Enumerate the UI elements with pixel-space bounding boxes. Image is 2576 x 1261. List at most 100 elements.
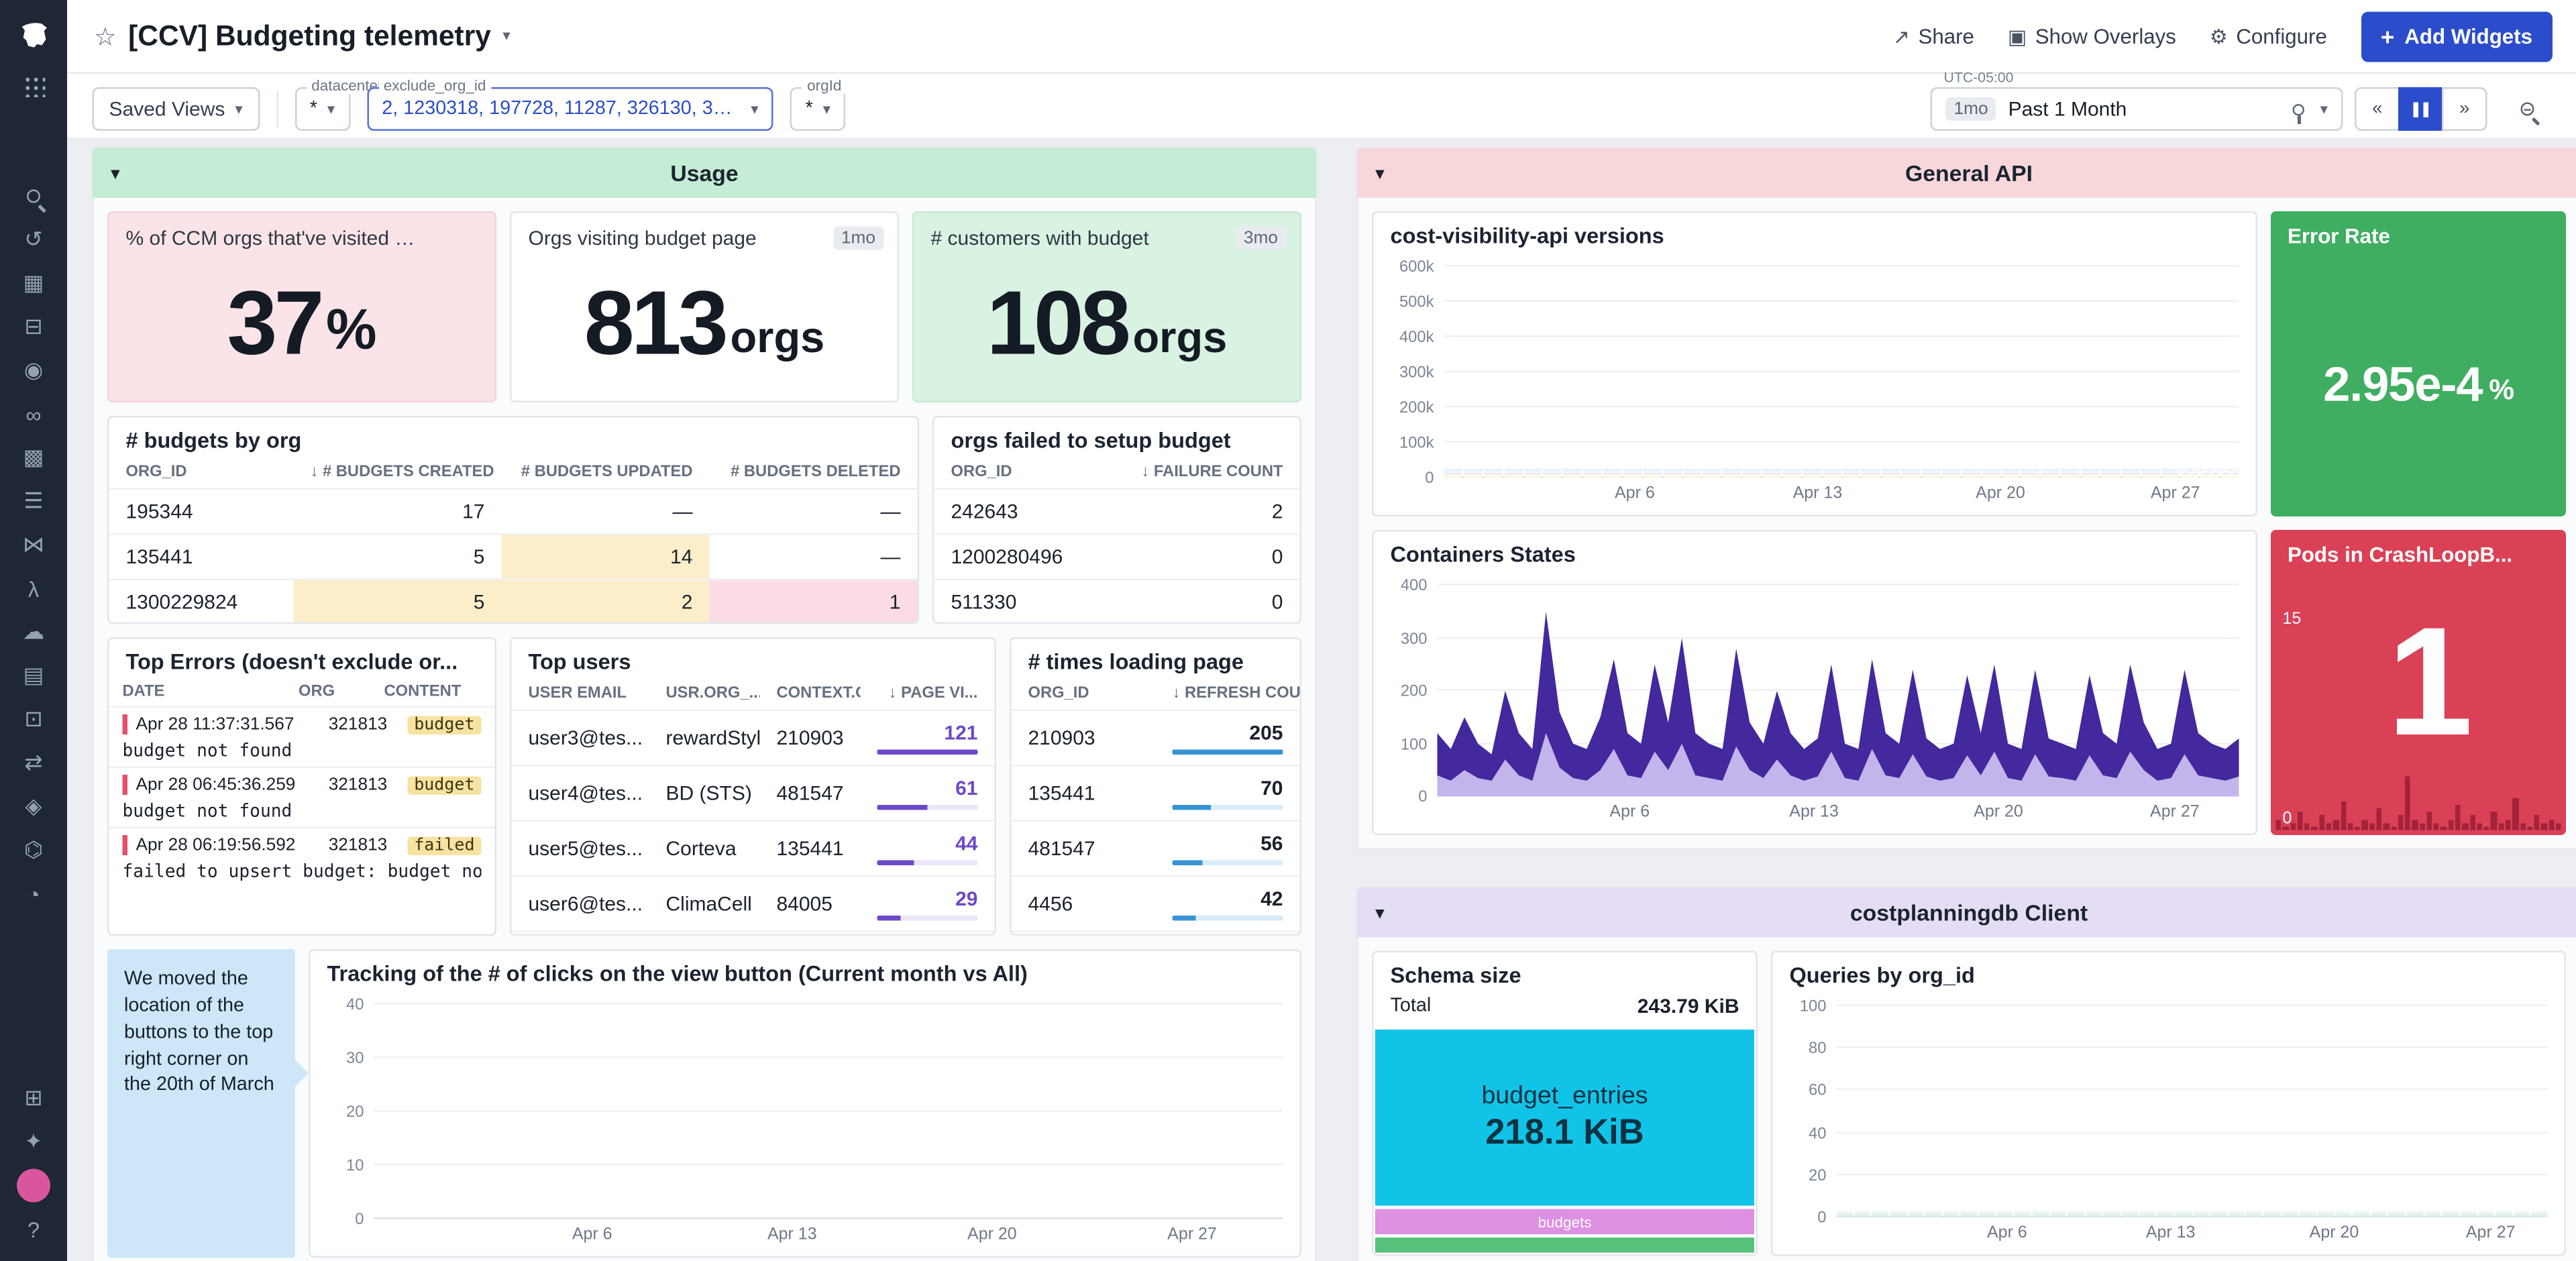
- bar[interactable]: [1603, 468, 1622, 478]
- bar[interactable]: [1762, 468, 1781, 478]
- bar[interactable]: [2061, 468, 2080, 478]
- table-row[interactable]: 4456 42: [1011, 875, 1300, 932]
- widget-ccm-orgs-visited[interactable]: % of CCM orgs that've visited b... 37%: [107, 211, 496, 402]
- time-forward-button[interactable]: »: [2442, 87, 2487, 131]
- bar[interactable]: [2406, 1209, 2423, 1217]
- bar[interactable]: [2477, 1209, 2494, 1217]
- column-header[interactable]: USR.ORG_...: [665, 684, 760, 703]
- bar[interactable]: [2121, 1209, 2138, 1217]
- bar[interactable]: [2175, 1209, 2192, 1217]
- bar[interactable]: [2335, 1209, 2352, 1217]
- group-general-api-header[interactable]: ▾ General API: [1356, 148, 2576, 198]
- widget-pods-crashloop[interactable]: Pods in CrashLoopB... 15 1 0: [2271, 530, 2566, 835]
- bar[interactable]: [2442, 1209, 2459, 1217]
- bar[interactable]: [2121, 468, 2140, 478]
- bar[interactable]: [1464, 468, 1483, 478]
- apm-icon[interactable]: ∞: [25, 401, 42, 427]
- bar[interactable]: [2081, 468, 2100, 478]
- bar[interactable]: [1543, 468, 1562, 478]
- bar[interactable]: [2388, 1209, 2405, 1217]
- bar[interactable]: [1854, 1209, 1871, 1217]
- bar[interactable]: [1503, 468, 1522, 478]
- bar[interactable]: [2200, 468, 2219, 478]
- bar[interactable]: [1882, 468, 1900, 478]
- bar[interactable]: [2246, 1209, 2263, 1217]
- table-row[interactable]: 130022982041: [1011, 930, 1300, 934]
- column-header[interactable]: ORG_ID: [951, 463, 1012, 482]
- group-usage-header[interactable]: ▾ Usage: [92, 148, 1317, 198]
- bar[interactable]: [1782, 468, 1801, 478]
- configure-button[interactable]: ⚙ Configure: [2210, 24, 2327, 48]
- bar[interactable]: [2103, 1209, 2120, 1217]
- logs-icon[interactable]: ▤: [23, 662, 44, 688]
- profiling-icon[interactable]: ◔: [27, 881, 40, 907]
- security-icon[interactable]: ◈: [25, 793, 42, 819]
- widget-orgs-visiting-budget-page[interactable]: Orgs visiting budget page 1mo 813 orgs: [510, 211, 899, 402]
- table-row[interactable]: user5@tes... Corteva 135441 44: [511, 820, 995, 877]
- bar[interactable]: [1703, 468, 1721, 478]
- bar[interactable]: [2001, 468, 2020, 478]
- show-overlays-button[interactable]: ▣ Show Overlays: [2008, 24, 2176, 48]
- datadog-logo-icon[interactable]: [12, 13, 56, 57]
- table-row[interactable]: 135441 70: [1011, 765, 1300, 821]
- bar[interactable]: [1872, 1209, 1888, 1217]
- bar[interactable]: [2041, 468, 2060, 478]
- error-row[interactable]: Apr 28 06:19:56.592 321813 failed failed to…: [109, 826, 495, 887]
- table-row[interactable]: 242643 2: [934, 488, 1300, 535]
- zoom-out-button[interactable]: [2504, 87, 2550, 131]
- column-header[interactable]: ↓ REFRESH COU...: [1172, 684, 1300, 703]
- table-row[interactable]: 1300229824 5 2 1: [109, 578, 918, 622]
- bar[interactable]: [1643, 468, 1662, 478]
- bar[interactable]: [1907, 1209, 1924, 1217]
- bar[interactable]: [2282, 1209, 2298, 1217]
- bar[interactable]: [1836, 1209, 1853, 1217]
- column-header[interactable]: # BUDGETS UPDATED: [521, 463, 693, 482]
- bar[interactable]: [1723, 468, 1741, 478]
- bar[interactable]: [1663, 468, 1682, 478]
- time-range-picker[interactable]: 1mo Past 1 Month ▾: [1930, 87, 2343, 131]
- widget-note[interactable]: We moved the location of the buttons to …: [107, 949, 309, 1258]
- bar[interactable]: [2157, 1209, 2174, 1217]
- saved-views-button[interactable]: Saved Views ▾: [92, 87, 260, 131]
- favorite-star-icon[interactable]: ☆: [94, 22, 117, 52]
- bar[interactable]: [2086, 1209, 2102, 1217]
- bar[interactable]: [1822, 468, 1841, 478]
- pin-icon[interactable]: [2293, 103, 2306, 123]
- widget-error-rate[interactable]: Error Rate 2.95e-4%: [2271, 211, 2566, 516]
- help-icon[interactable]: ?: [27, 1216, 40, 1242]
- bar[interactable]: [2161, 468, 2180, 478]
- column-header[interactable]: ORG: [299, 682, 335, 702]
- time-back-button[interactable]: «: [2355, 87, 2400, 131]
- error-row[interactable]: Apr 28 06:45:36.259 321813 budget budget no…: [109, 766, 495, 827]
- column-header[interactable]: DATE: [122, 682, 165, 702]
- pause-button[interactable]: [2398, 87, 2444, 131]
- bar[interactable]: [1902, 468, 1921, 478]
- table-row[interactable]: user3@tes...rewardStyle210903121: [511, 709, 995, 766]
- bar[interactable]: [1682, 468, 1701, 478]
- serverless-icon[interactable]: λ: [28, 575, 40, 602]
- bar[interactable]: [1563, 468, 1582, 478]
- bar[interactable]: [2228, 1209, 2245, 1217]
- add-widgets-button[interactable]: + Add Widgets: [2360, 11, 2553, 62]
- bar[interactable]: [2192, 1209, 2209, 1217]
- bar[interactable]: [2353, 1209, 2369, 1217]
- bar[interactable]: [1842, 468, 1861, 478]
- bar[interactable]: [2220, 468, 2239, 478]
- bar[interactable]: [1925, 1209, 1942, 1217]
- table-row[interactable]: user6@tes... ClimaCell 84005 29: [511, 875, 995, 932]
- search-icon[interactable]: [0, 174, 67, 218]
- collapse-chevron-icon[interactable]: ▾: [111, 163, 120, 184]
- watchdog-icon[interactable]: ◉: [23, 357, 44, 383]
- bar[interactable]: [1961, 1209, 1978, 1217]
- treemap-tile-budget-entries[interactable]: budget_entries 218.1 KiB: [1375, 1030, 1754, 1206]
- bar[interactable]: [2141, 468, 2159, 478]
- bar[interactable]: [1943, 1209, 1960, 1217]
- bar[interactable]: [2300, 1209, 2316, 1217]
- column-header[interactable]: CONTENT: [384, 682, 462, 702]
- bar[interactable]: [1444, 468, 1462, 478]
- ai-sparkle-icon[interactable]: ✦: [24, 1128, 43, 1154]
- column-header[interactable]: ORG_ID: [125, 463, 187, 482]
- title-dropdown-icon[interactable]: ▾: [502, 27, 511, 44]
- dashboards-icon[interactable]: ⊟: [24, 313, 43, 339]
- events-icon[interactable]: ↺: [24, 226, 43, 252]
